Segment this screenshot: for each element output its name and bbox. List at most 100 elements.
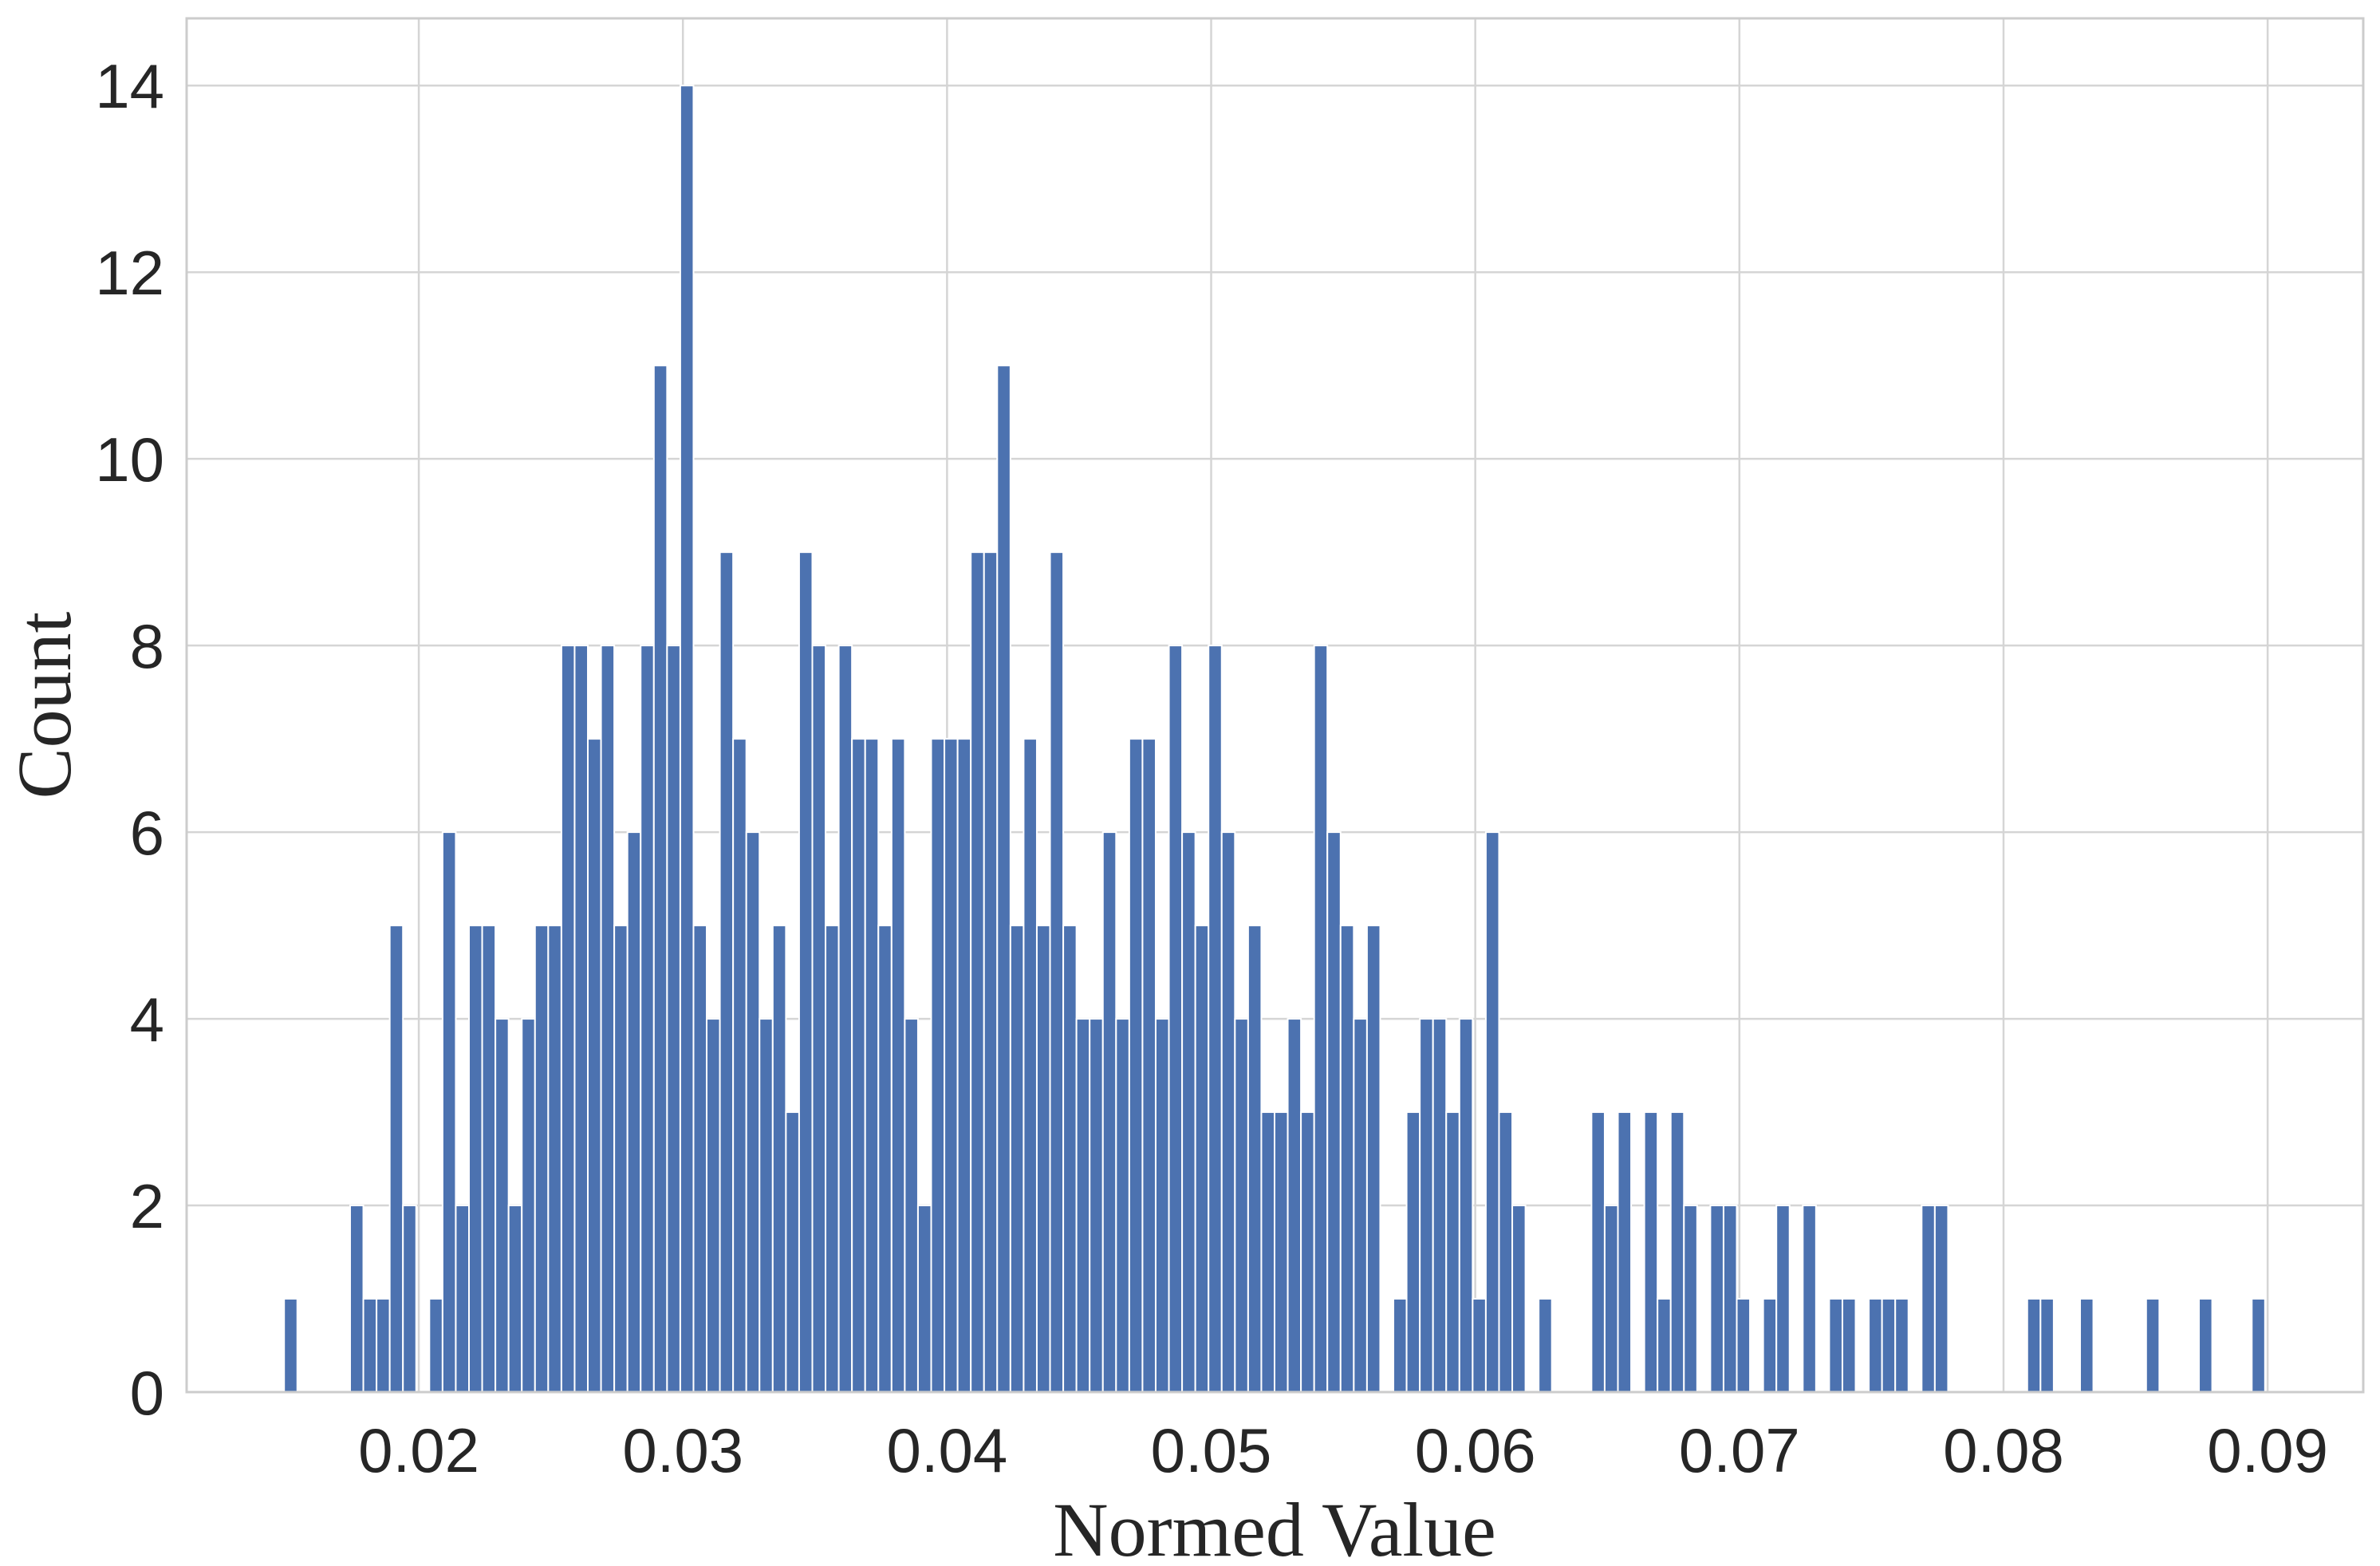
bar — [376, 1298, 391, 1394]
bar — [1775, 1205, 1791, 1393]
bar — [1617, 1111, 1633, 1394]
bar — [1736, 1298, 1752, 1394]
bar — [732, 738, 747, 1393]
bar — [1393, 1298, 1408, 1394]
y-tick-label: 14 — [95, 51, 164, 121]
plot-frame — [185, 17, 2365, 1394]
bar — [1208, 645, 1223, 1393]
y-tick-label: 12 — [95, 238, 164, 308]
bar — [1023, 738, 1038, 1393]
y-tick-label: 4 — [130, 984, 164, 1055]
bar — [402, 1205, 417, 1393]
bar — [692, 925, 708, 1393]
bar — [1220, 831, 1236, 1393]
bar — [970, 551, 985, 1393]
bar — [1762, 1298, 1778, 1394]
bar — [587, 738, 602, 1393]
bar — [2026, 1298, 2042, 1394]
bar — [1881, 1298, 1897, 1394]
bar — [719, 551, 735, 1393]
bar — [1154, 1018, 1170, 1393]
bar — [534, 925, 550, 1393]
bar — [467, 925, 483, 1393]
bar — [1722, 1205, 1738, 1393]
bar — [1274, 1111, 1289, 1394]
bar — [1101, 831, 1117, 1393]
bar — [1326, 831, 1342, 1393]
bar — [362, 1298, 378, 1394]
bar — [1657, 1298, 1672, 1394]
bar — [2198, 1298, 2213, 1394]
bar — [1365, 925, 1381, 1393]
bar — [1075, 1018, 1091, 1393]
bar — [1538, 1298, 1553, 1394]
bar — [811, 645, 827, 1393]
y-tick-label: 6 — [130, 798, 164, 868]
bar — [2079, 1298, 2094, 1394]
bar — [825, 925, 840, 1393]
bar — [573, 645, 589, 1393]
bar — [283, 1298, 298, 1394]
bar — [521, 1018, 536, 1393]
bar — [2145, 1298, 2161, 1394]
bar — [916, 1205, 932, 1393]
bar — [1234, 1018, 1249, 1393]
bar — [1590, 1111, 1606, 1394]
x-tick-label: 0.08 — [1943, 1415, 2064, 1485]
bar — [1921, 1205, 1936, 1393]
bar — [455, 1205, 470, 1393]
bar — [481, 925, 497, 1393]
bar — [996, 365, 1011, 1394]
bar — [507, 1205, 523, 1393]
bar — [930, 738, 946, 1393]
y-tick-label: 10 — [95, 424, 164, 495]
x-tick-label: 0.02 — [358, 1415, 479, 1485]
bar — [1841, 1298, 1857, 1394]
bar — [1339, 925, 1355, 1393]
bar — [1458, 1018, 1474, 1393]
bar — [1419, 1018, 1434, 1393]
bar — [759, 1018, 774, 1393]
bar — [547, 925, 562, 1393]
bar — [1868, 1298, 1883, 1394]
y-axis-label: Count — [2, 611, 87, 799]
bar — [1194, 925, 1210, 1393]
bar — [956, 738, 972, 1393]
bar — [1445, 1111, 1460, 1394]
bar — [851, 738, 866, 1393]
bar — [1828, 1298, 1843, 1394]
bar — [944, 738, 959, 1393]
bar — [864, 738, 880, 1393]
bar — [652, 365, 668, 1394]
bar — [890, 738, 906, 1393]
bar — [1802, 1205, 1817, 1393]
x-tick-label: 0.04 — [886, 1415, 1007, 1485]
bar — [1089, 1018, 1104, 1393]
x-tick-label: 0.06 — [1415, 1415, 1536, 1485]
bar — [798, 551, 814, 1393]
bar — [1128, 738, 1144, 1393]
bar — [1894, 1298, 1909, 1394]
bar — [1115, 1018, 1130, 1393]
bar — [1035, 925, 1051, 1393]
bar — [666, 645, 681, 1393]
x-tick-label: 0.07 — [1679, 1415, 1800, 1485]
y-tick-label: 8 — [130, 611, 164, 681]
y-tick-label: 0 — [130, 1358, 164, 1428]
bar — [1603, 1205, 1619, 1393]
bar — [785, 1111, 800, 1394]
bar — [1009, 925, 1025, 1393]
bar — [2039, 1298, 2055, 1394]
bar — [600, 645, 616, 1393]
bar — [613, 925, 628, 1393]
bar — [640, 645, 655, 1393]
bar — [1709, 1205, 1724, 1393]
bar — [679, 85, 695, 1393]
bar — [1683, 1205, 1698, 1393]
x-tick-label: 0.03 — [622, 1415, 743, 1485]
bar — [983, 551, 999, 1393]
bar — [771, 925, 787, 1393]
x-axis-label: Normed Value — [1053, 1487, 1495, 1566]
